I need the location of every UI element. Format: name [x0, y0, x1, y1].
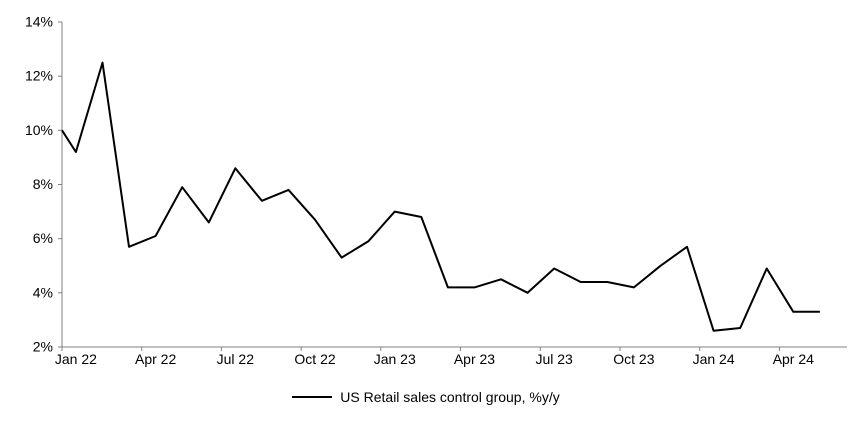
- x-tick-label: Jan 23: [374, 351, 416, 367]
- x-tick-label: Oct 22: [294, 351, 335, 367]
- x-tick-label: Jul 23: [535, 351, 573, 367]
- series-line-retail-control-group: [61, 61, 820, 332]
- y-tick-label: 4%: [33, 284, 53, 300]
- x-tick-label: Apr 24: [773, 351, 814, 367]
- y-tick-label: 12%: [25, 68, 53, 84]
- line-chart-canvas: 14% 12% 10% 8% 6% 4% 2%Jan 22 Apr 22 Jul 22 Oct 2…: [25, 14, 847, 367]
- x-tick-label: Jan 22: [55, 351, 97, 367]
- x-tick-label: Apr 23: [454, 351, 495, 367]
- legend-line-sample: [292, 396, 333, 398]
- y-tick-label: 10%: [25, 122, 53, 138]
- y-tick-label: 2%: [33, 339, 53, 355]
- x-tick-label: Apr 22: [135, 351, 176, 367]
- x-tick-label: Oct 23: [613, 351, 654, 367]
- x-tick-label: Jul 22: [217, 351, 255, 367]
- y-tick-label: 14%: [25, 14, 53, 30]
- chart-legend: US Retail sales control group, %y/y: [0, 389, 852, 405]
- legend-series-label: US Retail sales control group, %y/y: [340, 389, 560, 405]
- y-tick-label: 6%: [33, 230, 53, 246]
- x-tick-label: Jan 24: [693, 351, 735, 367]
- y-tick-label: 8%: [33, 176, 53, 192]
